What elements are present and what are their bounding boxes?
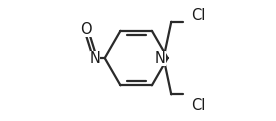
Text: Cl: Cl bbox=[191, 8, 205, 23]
Text: N: N bbox=[90, 51, 100, 66]
Text: O: O bbox=[80, 22, 92, 37]
Text: N: N bbox=[155, 51, 166, 66]
Text: Cl: Cl bbox=[191, 98, 205, 113]
